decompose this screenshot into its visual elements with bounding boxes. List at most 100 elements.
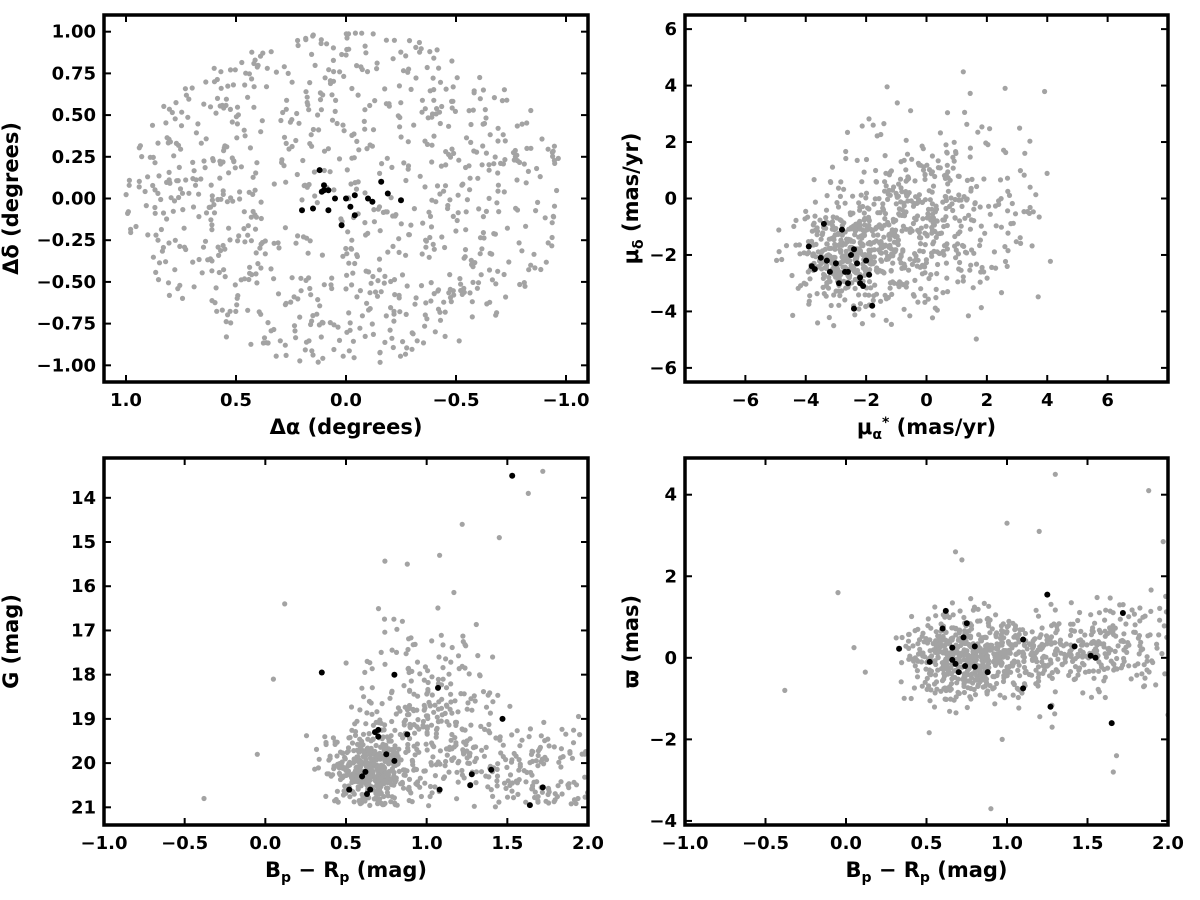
field-point: [359, 740, 365, 746]
field-point: [528, 107, 534, 114]
field-point: [344, 167, 350, 173]
field-point: [1121, 655, 1127, 662]
field-point: [806, 301, 812, 307]
field-point: [429, 159, 435, 165]
field-point: [822, 246, 828, 252]
field-point: [152, 210, 158, 216]
field-point: [516, 757, 522, 763]
field-point: [147, 154, 153, 160]
field-point: [123, 192, 129, 198]
field-point: [889, 251, 895, 257]
field-point: [464, 706, 470, 712]
field-point: [1044, 170, 1050, 176]
field-point: [966, 212, 972, 218]
field-point: [152, 204, 158, 211]
field-point: [330, 45, 336, 51]
field-point: [820, 284, 826, 290]
field-point: [437, 79, 444, 85]
field-point: [289, 275, 295, 281]
field-point: [359, 66, 365, 73]
field-point: [888, 268, 894, 274]
field-point: [349, 740, 356, 746]
field-point: [356, 749, 362, 755]
field-point: [215, 196, 221, 203]
field-point: [903, 137, 909, 143]
field-point: [504, 225, 510, 231]
field-point: [977, 204, 983, 210]
field-point: [360, 731, 367, 737]
field-point: [528, 145, 534, 151]
field-point: [480, 143, 486, 149]
field-point: [925, 296, 931, 302]
field-point: [850, 225, 856, 231]
field-point: [170, 208, 176, 214]
field-point: [859, 123, 865, 129]
field-point: [459, 291, 465, 297]
field-point: [974, 183, 980, 190]
field-point: [397, 309, 403, 315]
field-point: [449, 146, 455, 152]
field-point: [552, 791, 558, 797]
field-point: [258, 129, 264, 135]
field-point: [559, 726, 565, 732]
field-point: [145, 174, 151, 180]
field-point: [316, 756, 322, 762]
member-point: [384, 190, 391, 197]
field-point: [923, 666, 929, 672]
field-point: [1020, 649, 1026, 655]
field-point: [1088, 694, 1095, 700]
field-point: [408, 635, 414, 641]
field-point: [486, 195, 492, 201]
field-point: [514, 728, 520, 734]
field-point: [349, 246, 355, 252]
x-tick-label: 0: [920, 390, 933, 411]
field-point: [516, 240, 522, 246]
field-point: [354, 63, 360, 69]
field-point: [1005, 230, 1011, 236]
field-point: [186, 96, 192, 102]
field-point: [1020, 627, 1026, 633]
field-point: [381, 616, 388, 622]
field-point: [422, 106, 428, 112]
y-axis-label: G (mag): [0, 594, 23, 689]
field-point: [450, 84, 456, 90]
field-point: [922, 299, 928, 305]
y-tick-label: −0.75: [37, 314, 97, 335]
field-point: [1035, 294, 1041, 300]
field-point: [392, 213, 398, 219]
x-tick-label: −6: [732, 390, 760, 411]
field-point: [500, 742, 506, 748]
field-point: [985, 620, 992, 626]
field-point: [234, 302, 240, 308]
field-point: [428, 298, 434, 304]
field-point: [477, 672, 483, 678]
member-point: [378, 178, 385, 185]
field-point: [1120, 602, 1126, 608]
field-point: [459, 663, 465, 670]
field-point: [396, 249, 402, 255]
field-point: [1035, 683, 1041, 689]
field-point: [983, 634, 989, 641]
field-point: [259, 118, 265, 124]
field-point: [563, 731, 569, 737]
field-point: [181, 225, 187, 231]
field-point: [435, 719, 441, 725]
field-point: [354, 294, 360, 300]
field-point: [420, 220, 426, 226]
field-point: [273, 69, 279, 75]
field-point: [363, 268, 369, 274]
field-point: [494, 783, 500, 789]
field-point: [271, 181, 277, 187]
field-point: [161, 103, 167, 109]
field-point: [973, 336, 979, 342]
field-point: [955, 241, 961, 247]
field-point: [285, 70, 291, 76]
member-point: [365, 195, 371, 202]
field-point: [354, 253, 360, 260]
field-point: [443, 86, 449, 92]
field-point: [874, 133, 880, 139]
field-point: [514, 780, 521, 786]
field-point: [900, 247, 906, 253]
member-point: [362, 768, 369, 775]
field-point: [455, 779, 461, 785]
